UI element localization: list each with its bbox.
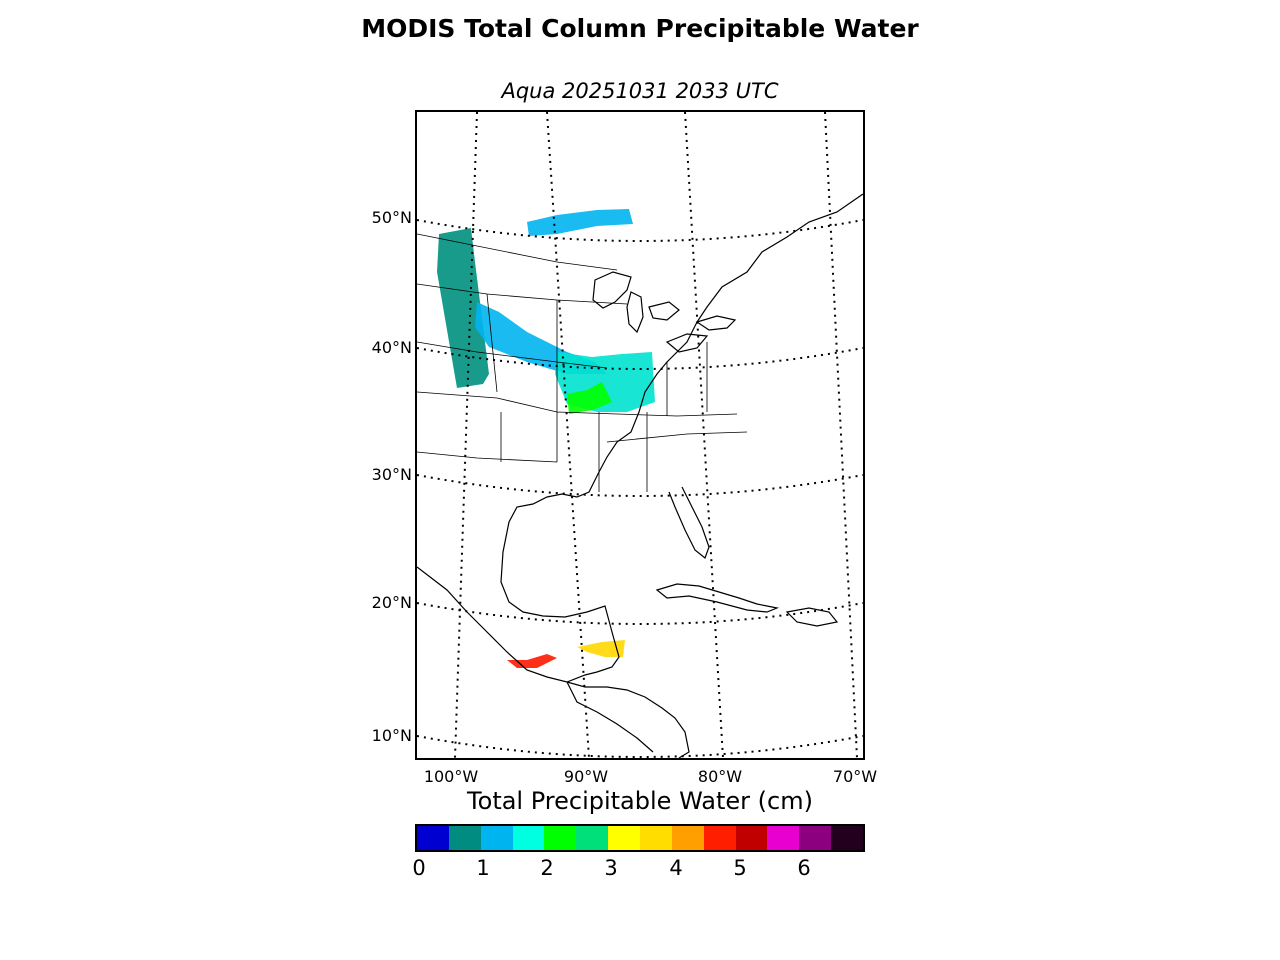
colorbar-swatch xyxy=(512,826,545,850)
colorbar-swatch xyxy=(544,826,577,850)
lat-line-50n xyxy=(417,219,863,242)
colorbar-swatch xyxy=(703,826,736,850)
colorbar-swatch xyxy=(799,826,832,850)
colorbar-tick: 4 xyxy=(669,856,683,880)
swath-pacific-northwest xyxy=(437,228,489,388)
great-lakes xyxy=(592,271,737,353)
map-frame xyxy=(415,110,865,760)
coastlines xyxy=(417,193,863,758)
florida-peninsula xyxy=(668,486,710,559)
precip-swaths xyxy=(437,209,655,668)
colorbar-tick: 2 xyxy=(540,856,554,880)
lon-label-100w: 100°W xyxy=(423,767,479,786)
lat-line-30n xyxy=(417,474,863,497)
lon-label-70w: 70°W xyxy=(832,767,878,786)
lat-label-30n: 30°N xyxy=(371,465,412,484)
map-subtitle: Aqua 20251031 2033 UTC xyxy=(501,79,779,103)
colorbar-tick: 0 xyxy=(412,856,426,880)
patch-southern-mexico xyxy=(507,654,557,668)
lat-label-10n: 10°N xyxy=(371,726,412,745)
cuba xyxy=(655,583,780,613)
graticule xyxy=(417,112,863,758)
colorbar-tick: 1 xyxy=(476,856,490,880)
colorbar-tick: 3 xyxy=(604,856,618,880)
lon-line-90w xyxy=(546,112,590,758)
lat-line-20n xyxy=(417,602,863,625)
colorbar-swatch xyxy=(735,826,768,850)
swath-great-lakes xyxy=(527,209,633,236)
colorbar-tick: 5 xyxy=(733,856,747,880)
patch-missouri xyxy=(567,382,612,414)
colorbar-swatch xyxy=(831,826,864,850)
lat-label-40n: 40°N xyxy=(371,338,412,357)
lon-line-100w xyxy=(454,112,478,758)
lon-line-70w xyxy=(824,112,858,758)
colorbar-label: Total Precipitable Water (cm) xyxy=(467,787,813,815)
map-title: MODIS Total Column Precipitable Water xyxy=(361,14,919,43)
lat-label-20n: 20°N xyxy=(371,593,412,612)
lon-line-80w xyxy=(684,112,724,758)
colorbar-swatch xyxy=(417,826,449,850)
hispaniola xyxy=(785,607,839,627)
east-coast-coastline xyxy=(417,193,863,683)
colorbar-swatch xyxy=(608,826,641,850)
map-canvas xyxy=(417,112,863,758)
colorbar-swatch xyxy=(480,826,513,850)
colorbar-tick: 6 xyxy=(797,856,811,880)
lon-label-80w: 80°W xyxy=(697,767,743,786)
colorbar-swatch xyxy=(767,826,800,850)
patch-yucatan xyxy=(577,640,625,657)
colorbar xyxy=(415,824,865,852)
state-boundaries xyxy=(417,233,748,492)
lon-label-90w: 90°W xyxy=(563,767,609,786)
colorbar-swatch xyxy=(448,826,481,850)
lat-line-40n xyxy=(417,347,863,370)
colorbar-swatch xyxy=(576,826,609,850)
central-america xyxy=(566,681,690,758)
colorbar-swatch xyxy=(640,826,672,850)
lat-line-10n xyxy=(417,735,863,758)
colorbar-swatch xyxy=(671,826,704,850)
lat-label-50n: 50°N xyxy=(371,208,412,227)
